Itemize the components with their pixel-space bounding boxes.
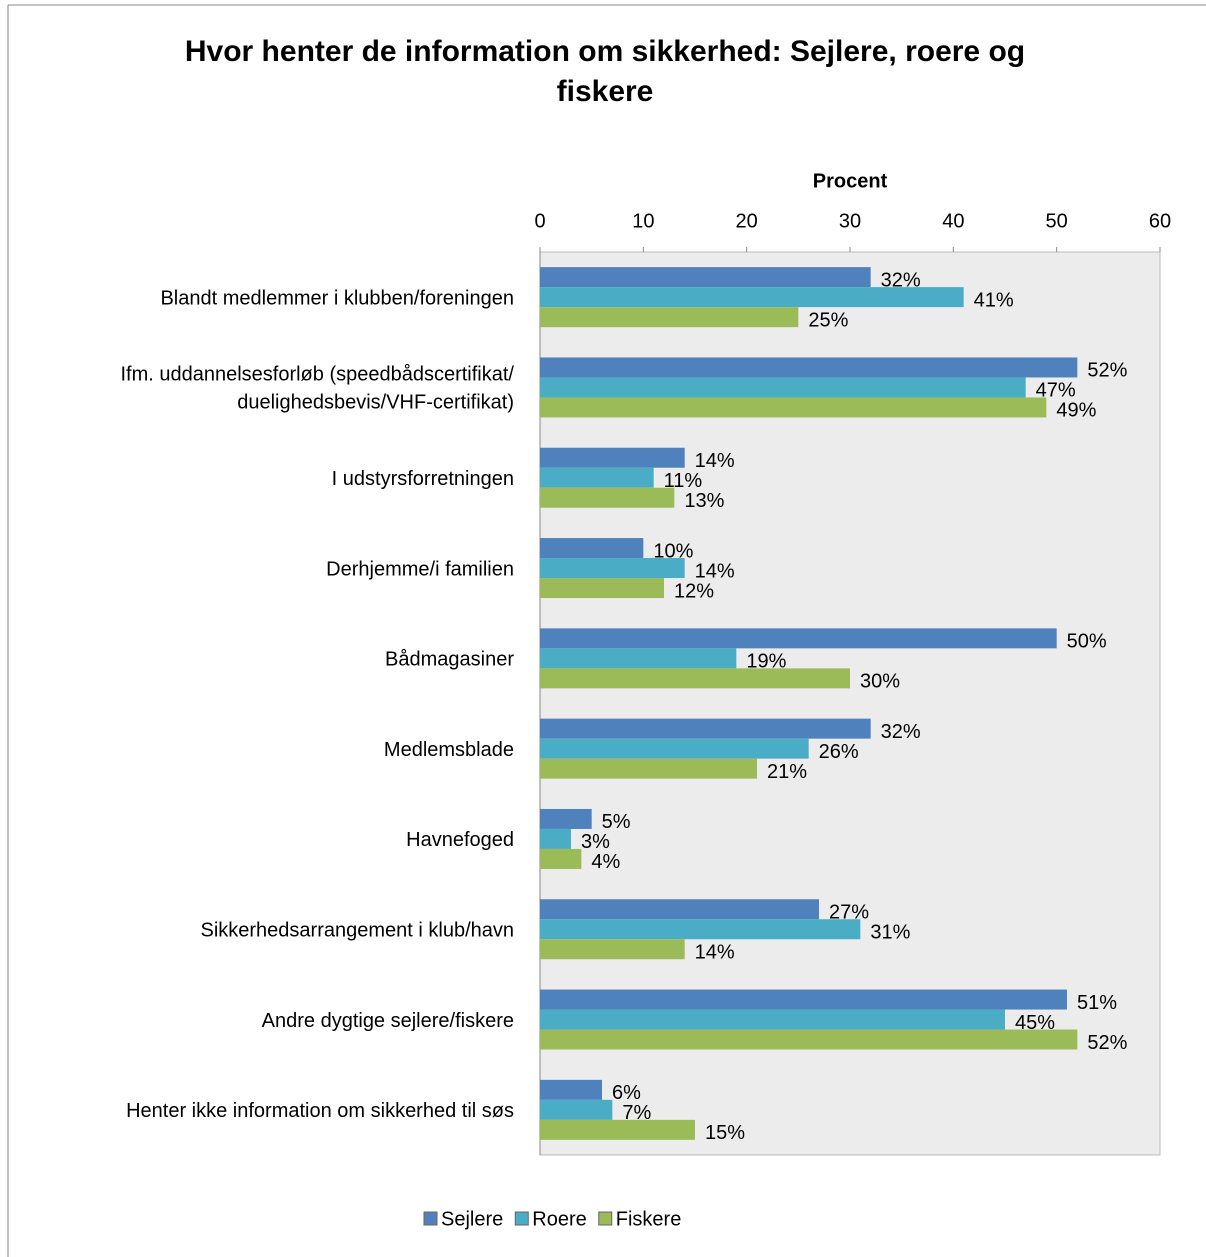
legend-swatch: [423, 1211, 438, 1226]
data-label: 30%: [860, 671, 900, 693]
x-tick-label: 20: [736, 210, 758, 232]
y-tick-label: Derhjemme/i familien: [326, 558, 514, 580]
data-label: 14%: [695, 450, 735, 472]
bar: [540, 808, 592, 829]
bar: [540, 307, 799, 328]
data-label: 52%: [1087, 1032, 1127, 1054]
data-label: 31%: [870, 922, 910, 944]
bar: [540, 668, 850, 689]
y-tick-label: I udstyrsforretningen: [332, 468, 514, 490]
y-tick-label: Havnefoged: [406, 829, 514, 851]
x-tick-label: 50: [1046, 210, 1068, 232]
y-tick-label: Sikkerhedsarrangement i klub/havn: [200, 920, 514, 942]
bar: [540, 1079, 602, 1100]
bar: [540, 919, 861, 940]
y-tick-label: Blandt medlemmer i klubben/foreningen: [160, 287, 514, 309]
data-label: 27%: [829, 902, 869, 924]
x-tick-label: 10: [632, 210, 654, 232]
bar: [540, 1099, 613, 1120]
data-label: 50%: [1067, 631, 1107, 653]
y-tick-label: Ifm. uddannelsesforløb (speedbådscertifi…: [120, 364, 514, 414]
data-label: 49%: [1056, 400, 1096, 422]
data-label: 13%: [684, 490, 724, 512]
bar: [540, 939, 685, 960]
data-label: 3%: [581, 831, 610, 853]
bar: [540, 538, 644, 559]
chart-title: Hvor henter de information om sikkerhed:…: [185, 35, 1025, 108]
data-label: 26%: [819, 741, 859, 763]
bar: [540, 467, 654, 488]
data-label: 52%: [1087, 360, 1127, 382]
bar: [540, 648, 737, 669]
data-label: 4%: [591, 851, 620, 873]
bar: [540, 1009, 1005, 1030]
x-tick-label: 40: [942, 210, 964, 232]
bar: [540, 718, 871, 739]
bar: [540, 828, 571, 849]
bar: [540, 899, 819, 920]
bar: [540, 397, 1047, 418]
legend-label: Fiskere: [616, 1208, 682, 1230]
x-tick-label: 60: [1149, 210, 1171, 232]
bar: [540, 989, 1067, 1010]
legend-swatch: [598, 1211, 613, 1226]
y-tick-label: Bådmagasiner: [385, 649, 514, 671]
bar: [540, 578, 664, 599]
bar: [540, 628, 1057, 649]
bar: [540, 447, 685, 468]
bar: [540, 377, 1026, 398]
data-label: 51%: [1077, 992, 1117, 1014]
legend-swatch: [514, 1211, 529, 1226]
data-label: 14%: [695, 560, 735, 582]
data-label: 7%: [622, 1102, 651, 1124]
data-label: 25%: [808, 309, 848, 331]
data-label: 19%: [746, 651, 786, 673]
bar: [540, 848, 582, 869]
data-label: 5%: [602, 811, 631, 833]
bar: [540, 758, 757, 779]
legend-label: Roere: [532, 1208, 586, 1230]
y-tick-label: Andre dygtige sejlere/fiskere: [262, 1010, 514, 1032]
data-label: 6%: [612, 1082, 641, 1104]
bar: [540, 487, 675, 508]
data-label: 47%: [1036, 380, 1076, 402]
bar: [540, 558, 685, 579]
y-tick-label: Medlemsblade: [384, 739, 514, 761]
data-label: 12%: [674, 580, 714, 602]
data-label: 14%: [695, 942, 735, 964]
x-tick-label: 0: [534, 210, 545, 232]
data-label: 21%: [767, 761, 807, 783]
data-label: 15%: [705, 1122, 745, 1144]
bar: [540, 287, 964, 308]
bar: [540, 738, 809, 759]
data-label: 32%: [881, 269, 921, 291]
x-axis-title: Procent: [813, 170, 888, 192]
x-tick-label: 30: [839, 210, 861, 232]
data-label: 32%: [881, 721, 921, 743]
data-label: 10%: [653, 540, 693, 562]
data-label: 11%: [664, 470, 703, 492]
data-label: 41%: [974, 289, 1014, 311]
bar: [540, 1029, 1078, 1050]
y-tick-label: Henter ikke information om sikkerhed til…: [126, 1100, 514, 1122]
bar: [540, 267, 871, 288]
data-label: 45%: [1015, 1012, 1055, 1034]
bar: [540, 1119, 695, 1140]
legend-label: Sejlere: [441, 1208, 503, 1230]
bar: [540, 357, 1078, 378]
